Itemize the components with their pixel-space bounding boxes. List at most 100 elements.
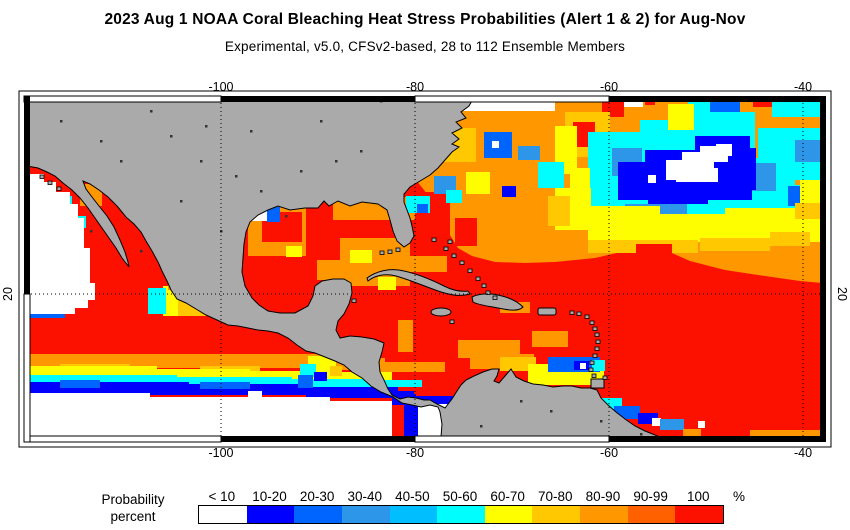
probability-patch — [698, 421, 705, 428]
terrain-dot — [285, 215, 288, 218]
terrain-speckles — [60, 100, 643, 436]
pacific-white-region-south — [27, 391, 392, 436]
legend-bin-label: 10-20 — [252, 489, 287, 504]
small-island — [475, 276, 481, 281]
probability-patch — [306, 387, 398, 398]
probability-patch — [795, 140, 821, 162]
page-title: 2023 Aug 1 NOAA Coral Bleaching Heat Str… — [104, 11, 746, 28]
small-island — [595, 339, 601, 344]
terrain-dot — [90, 230, 93, 233]
terrain-dot — [550, 410, 553, 413]
small-island — [447, 239, 453, 244]
small-island — [387, 249, 393, 254]
legend-bin-label: 60-70 — [490, 489, 525, 504]
terrain-dot — [235, 175, 238, 178]
probability-patch — [245, 371, 335, 380]
pacific-white-region-north — [27, 174, 95, 314]
terrain-dot — [520, 400, 523, 403]
outer-frame-line — [18, 90, 832, 448]
terrain-dot — [600, 420, 603, 423]
small-island — [379, 250, 385, 255]
probability-patch — [148, 288, 166, 314]
probability-patch — [788, 186, 803, 206]
page-subtitle: Experimental, v5.0, CFSv2-based, 28 to 1… — [224, 39, 626, 54]
probability-patch — [500, 357, 536, 371]
probability-patch — [518, 146, 540, 160]
probability-patch — [27, 366, 157, 377]
probability-patch — [492, 141, 499, 148]
small-island — [459, 260, 465, 265]
probability-patch — [150, 369, 250, 378]
legend-swatch — [389, 506, 438, 523]
probability-patch — [298, 375, 313, 388]
frame-seg — [24, 96, 30, 294]
x-tick-label-top: -60 — [600, 80, 618, 94]
probability-patch — [800, 180, 822, 208]
frame-seg — [221, 436, 415, 442]
legend-title-line2: percent — [110, 509, 156, 524]
probability-patch — [286, 246, 302, 257]
legend-unit: % — [733, 489, 746, 504]
frame-seg — [414, 435, 610, 443]
probability-patch — [795, 203, 822, 219]
small-island — [47, 180, 53, 185]
small-island — [602, 375, 608, 380]
small-island — [467, 268, 473, 273]
probability-patch — [538, 162, 564, 188]
probability-patch — [330, 366, 342, 376]
probability-patch — [636, 244, 672, 256]
small-island — [594, 346, 600, 351]
probability-patch — [417, 204, 428, 213]
frame-seg — [820, 96, 826, 442]
terrain-dot — [180, 200, 183, 203]
probability-patch — [366, 380, 422, 387]
x-tick-label-bottom: -100 — [208, 446, 233, 460]
small-island — [592, 353, 598, 358]
small-island — [589, 320, 595, 325]
y-tick-label-right: 20 — [835, 287, 849, 301]
terrain-dot — [140, 250, 143, 253]
x-tick-label-bottom: -60 — [600, 446, 618, 460]
terrain-dot — [320, 120, 323, 123]
probability-patch — [716, 144, 732, 156]
terrain-dot — [360, 150, 363, 153]
frame-seg — [609, 436, 826, 442]
probability-patch — [753, 99, 773, 107]
legend-bin-label: 20-30 — [299, 489, 335, 504]
legend-bin-label: 50-60 — [442, 489, 478, 504]
gridlines — [27, 99, 822, 436]
probability-patch — [770, 232, 810, 246]
legend-bin-label: 100 — [686, 489, 710, 504]
small-island — [481, 283, 487, 288]
small-island — [588, 367, 594, 372]
y-tick-label-left: 20 — [1, 287, 15, 301]
legend-swatch — [199, 506, 247, 523]
legend-bin-label: 40-50 — [395, 489, 430, 504]
probability-patch — [288, 379, 372, 387]
probability-patch — [170, 377, 292, 385]
legend-swatch — [532, 506, 581, 523]
small-island — [449, 319, 455, 324]
x-tick-label-top: -100 — [208, 80, 233, 94]
probability-patch — [200, 382, 250, 389]
small-island — [395, 247, 401, 252]
terrain-dot — [100, 140, 103, 143]
probability-patch — [600, 398, 622, 409]
legend-swatch — [675, 506, 724, 523]
legend-swatch — [437, 506, 485, 523]
legend-bin-label: 80-90 — [585, 489, 621, 504]
frame-seg — [414, 95, 610, 103]
probability-patch — [668, 104, 694, 130]
probability-patch — [615, 99, 643, 107]
probability-patch — [267, 207, 280, 222]
terrain-dot — [300, 170, 303, 173]
small-island — [591, 373, 597, 378]
small-island — [351, 298, 357, 303]
terrain-dot — [205, 125, 208, 128]
frame-seg — [23, 95, 222, 103]
probability-patch — [772, 99, 822, 117]
probability-patch — [410, 396, 418, 436]
small-island — [576, 311, 582, 316]
legend-title: Probability percent — [88, 491, 178, 525]
